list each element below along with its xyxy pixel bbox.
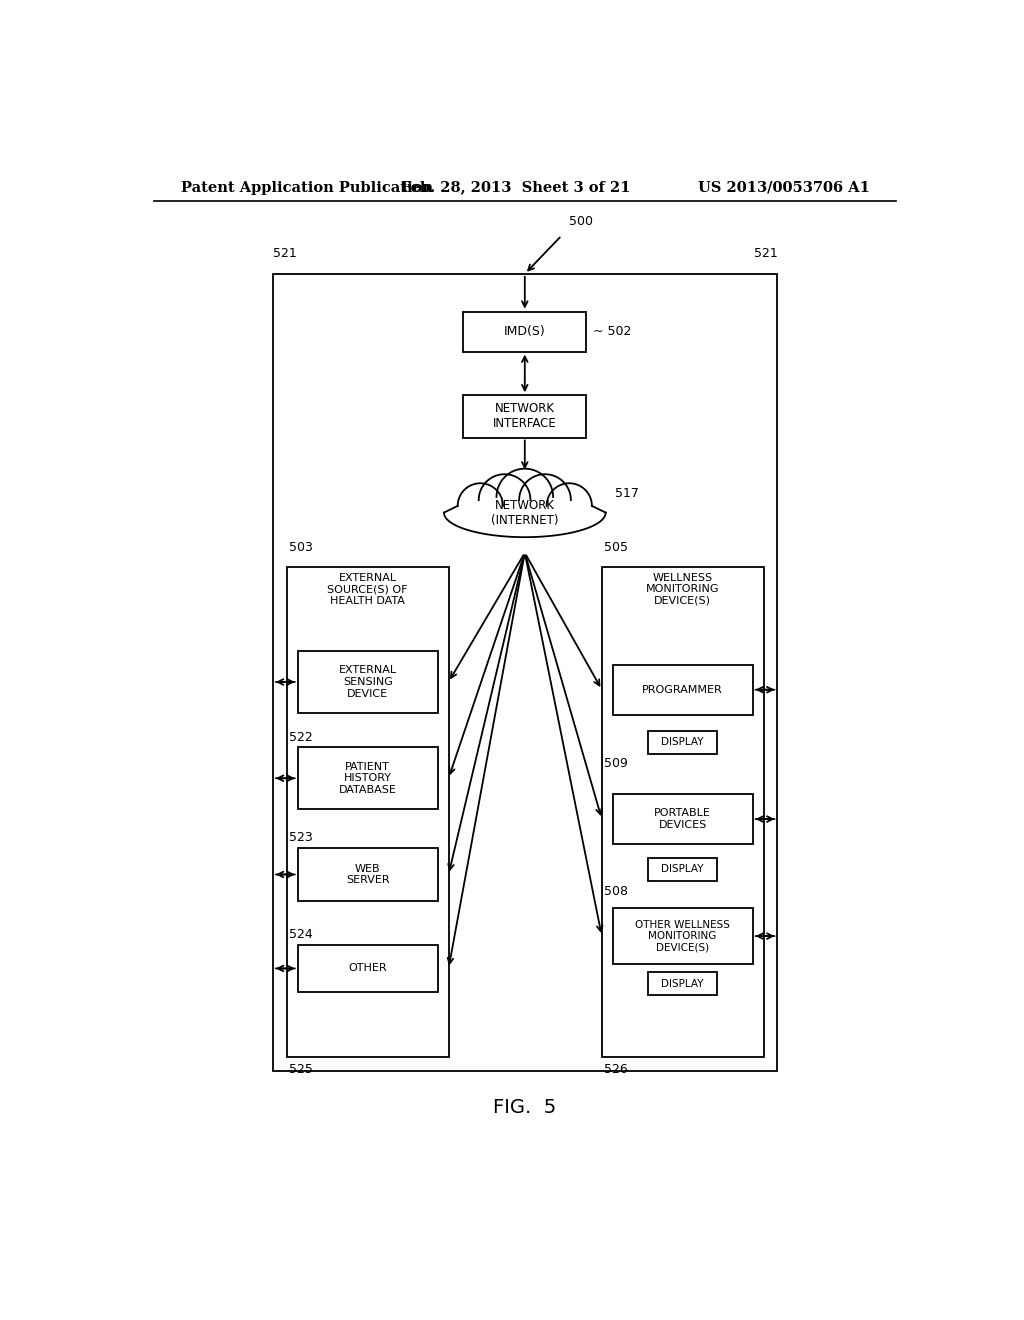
Circle shape: [478, 474, 530, 525]
Text: 517: 517: [614, 487, 639, 500]
Text: DISPLAY: DISPLAY: [662, 865, 703, 874]
Text: 505: 505: [604, 541, 628, 554]
Text: 523: 523: [289, 830, 313, 843]
Text: 525: 525: [289, 1063, 313, 1076]
Circle shape: [547, 483, 592, 528]
Circle shape: [458, 483, 503, 528]
Text: WEB
SERVER: WEB SERVER: [346, 863, 389, 886]
Text: Patent Application Publication: Patent Application Publication: [180, 181, 432, 194]
Text: WELLNESS
MONITORING
DEVICE(S): WELLNESS MONITORING DEVICE(S): [646, 573, 720, 606]
Circle shape: [497, 469, 553, 525]
Text: DISPLAY: DISPLAY: [662, 979, 703, 989]
Text: 522: 522: [289, 730, 313, 743]
Bar: [612, 795, 753, 843]
Text: OTHER WELLNESS
MONITORING
DEVICE(S): OTHER WELLNESS MONITORING DEVICE(S): [635, 920, 730, 953]
Bar: [298, 945, 438, 991]
Text: 508: 508: [604, 884, 628, 898]
Bar: [648, 858, 717, 880]
Text: 521: 521: [754, 247, 777, 260]
Ellipse shape: [444, 486, 605, 540]
Text: IMD(S): IMD(S): [504, 325, 546, 338]
Text: 524: 524: [289, 928, 313, 941]
Bar: [298, 651, 438, 713]
Text: PORTABLE
DEVICES: PORTABLE DEVICES: [654, 808, 711, 830]
Text: 521: 521: [272, 247, 296, 260]
Text: 509: 509: [604, 758, 628, 771]
Text: EXTERNAL
SOURCE(S) OF
HEALTH DATA: EXTERNAL SOURCE(S) OF HEALTH DATA: [328, 573, 408, 606]
Text: OTHER: OTHER: [348, 964, 387, 973]
Bar: [648, 973, 717, 995]
Bar: [612, 665, 753, 714]
Bar: [463, 312, 587, 351]
Bar: [648, 730, 717, 754]
Text: Feb. 28, 2013  Sheet 3 of 21: Feb. 28, 2013 Sheet 3 of 21: [400, 181, 631, 194]
Bar: [273, 275, 777, 1071]
Bar: [612, 908, 753, 964]
Text: NETWORK
(INTERNET): NETWORK (INTERNET): [492, 499, 558, 527]
Text: 500: 500: [569, 215, 594, 227]
Text: 503: 503: [289, 541, 313, 554]
Bar: [463, 395, 587, 437]
Text: 526: 526: [604, 1063, 628, 1076]
Circle shape: [519, 474, 571, 525]
Bar: [602, 566, 764, 1057]
Bar: [298, 747, 438, 809]
Text: US 2013/0053706 A1: US 2013/0053706 A1: [698, 181, 869, 194]
Bar: [298, 847, 438, 902]
Text: ~ 502: ~ 502: [593, 325, 631, 338]
Text: FIG.  5: FIG. 5: [494, 1097, 556, 1117]
Bar: [287, 566, 449, 1057]
Text: EXTERNAL
SENSING
DEVICE: EXTERNAL SENSING DEVICE: [339, 665, 396, 698]
Text: PROGRAMMER: PROGRAMMER: [642, 685, 723, 694]
Text: NETWORK
INTERFACE: NETWORK INTERFACE: [493, 403, 557, 430]
Text: DISPLAY: DISPLAY: [662, 737, 703, 747]
Text: PATIENT
HISTORY
DATABASE: PATIENT HISTORY DATABASE: [339, 762, 396, 795]
